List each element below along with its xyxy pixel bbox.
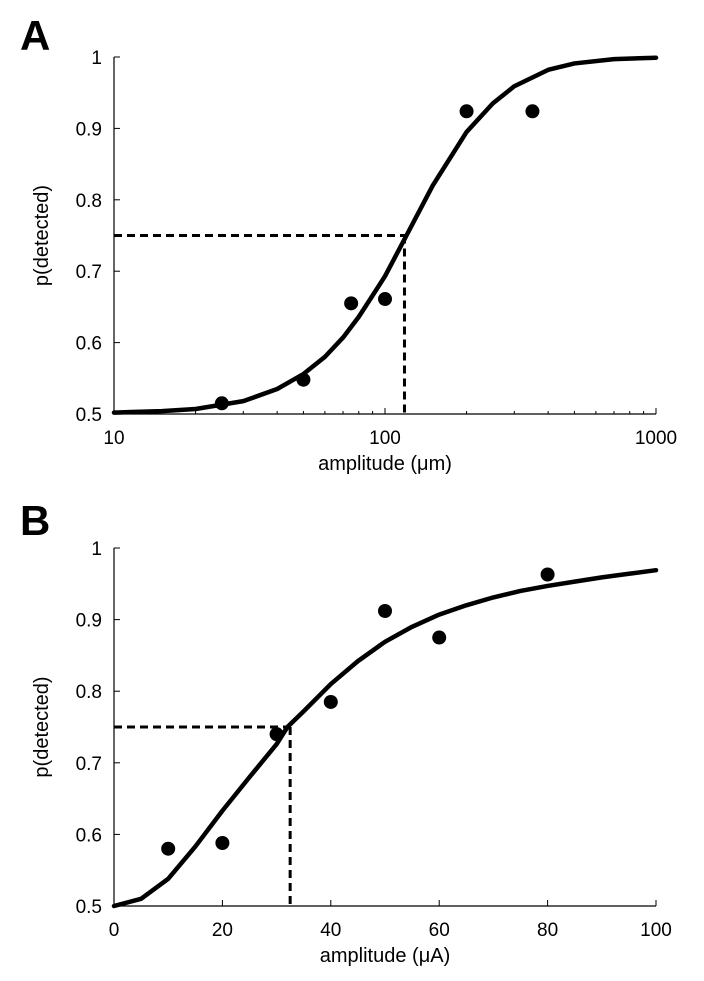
y-tick-label: 0.5 [76, 405, 102, 426]
data-point [378, 604, 392, 619]
x-axis-label: amplitude (μA) [320, 945, 450, 967]
y-tick-label: 0.8 [76, 682, 102, 703]
y-tick-label: 0.7 [76, 262, 102, 283]
chart-panel-b: 0.5 0.6 0.7 0.8 0.9 1 0 20 40 60 80 100 amplitude (μ… [31, 539, 672, 967]
data-point [459, 104, 474, 119]
y-axis-label: p(detected) [31, 676, 53, 777]
x-tick-label: 40 [320, 920, 341, 941]
data-point [323, 694, 338, 709]
data-point [432, 630, 447, 645]
y-tick-label: 0.9 [76, 119, 102, 140]
data-point [296, 372, 311, 387]
x-tick-label: 80 [537, 920, 558, 941]
fit-curve-line [111, 567, 659, 909]
data-point [269, 727, 284, 742]
y-tick-label: 1 [91, 48, 102, 69]
y-tick-label: 1 [91, 539, 102, 560]
data-point [378, 292, 392, 307]
y-tick-label: 0.6 [76, 334, 102, 355]
y-tick-label: 0.7 [76, 754, 102, 775]
data-point [161, 841, 176, 856]
fit-curve-line [111, 55, 659, 415]
chart-panel-a: 0.5 0.6 0.7 0.8 0.9 1 10 100 1000 amplitude (μm) p… [31, 48, 677, 475]
data-point [525, 104, 540, 119]
panel-letter-b: B [20, 497, 50, 544]
y-tick-label: 0.8 [76, 191, 102, 212]
data-point [214, 396, 229, 411]
y-axis-label: p(detected) [31, 185, 53, 286]
x-tick-label: 10 [103, 428, 124, 449]
x-tick-label: 100 [369, 428, 401, 449]
data-point [215, 835, 230, 850]
data-point [540, 567, 555, 582]
x-tick-label: 1000 [635, 428, 677, 449]
x-tick-label: 0 [109, 920, 120, 941]
x-axis-label: amplitude (μm) [318, 453, 452, 475]
x-tick-label: 20 [212, 920, 233, 941]
y-tick-label: 0.9 [76, 611, 102, 632]
panel-letter-a: A [20, 12, 50, 59]
data-point [344, 296, 359, 311]
x-tick-label: 60 [429, 920, 450, 941]
y-tick-label: 0.6 [76, 825, 102, 846]
y-tick-label: 0.5 [76, 897, 102, 918]
x-tick-label: 100 [640, 920, 672, 941]
